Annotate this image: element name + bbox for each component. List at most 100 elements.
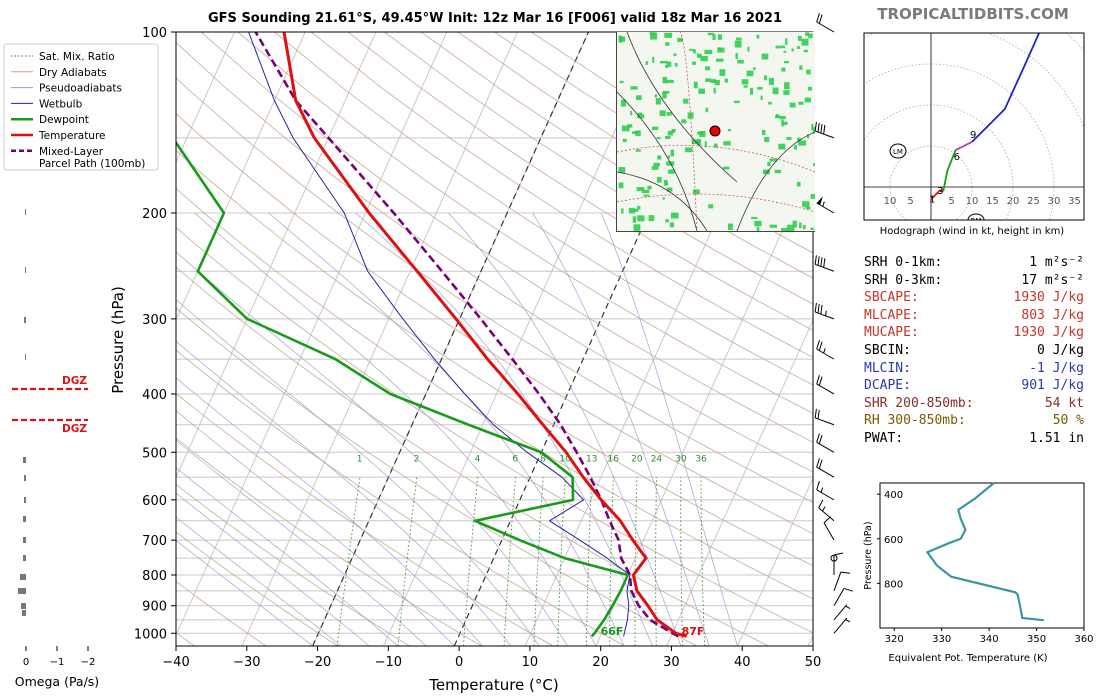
precip-cell bbox=[746, 70, 754, 77]
mixing-ratio-label: 1 bbox=[357, 454, 363, 464]
precip-cell bbox=[802, 225, 806, 230]
y-tick-label: 400 bbox=[142, 388, 167, 403]
precip-cell bbox=[666, 79, 674, 84]
mixing-ratio-label: 30 bbox=[675, 454, 687, 464]
precip-cell bbox=[797, 35, 802, 41]
precip-cell bbox=[656, 176, 662, 183]
precip-cell bbox=[756, 226, 760, 231]
precip-cell bbox=[705, 78, 711, 82]
isotherm bbox=[176, 32, 306, 321]
theta-e-ylabel: Pressure (hPa) bbox=[863, 521, 874, 589]
precip-cell bbox=[785, 38, 788, 45]
param-value: 1930 J/kg bbox=[1013, 290, 1084, 306]
precip-cell bbox=[619, 36, 626, 42]
pseudoadiabat bbox=[194, 212, 597, 646]
precip-cell bbox=[737, 59, 744, 64]
param-label: SBCIN: bbox=[864, 342, 911, 358]
dry-adiabat bbox=[176, 580, 267, 646]
dry-adiabat bbox=[176, 77, 813, 503]
omega-bar bbox=[23, 457, 26, 463]
y-tick-label: 700 bbox=[142, 534, 167, 549]
precip-cell bbox=[635, 95, 642, 100]
wind-barb-feather bbox=[816, 375, 820, 385]
precip-cell bbox=[812, 127, 815, 134]
precip-cell bbox=[621, 125, 630, 132]
wind-barb bbox=[833, 571, 842, 591]
precip-cell bbox=[691, 61, 697, 65]
omega-bar bbox=[23, 555, 26, 561]
precip-cell bbox=[656, 137, 661, 140]
mixing-ratio-line bbox=[680, 477, 684, 646]
precip-cell bbox=[797, 181, 801, 187]
map-isobar bbox=[617, 193, 815, 213]
pseudoadiabat bbox=[176, 439, 427, 646]
param-row: MUCAPE: 1930 J/kg bbox=[864, 324, 1084, 342]
surface-temperature-label: 87F bbox=[682, 625, 705, 638]
param-label: RH 300-850mb: bbox=[864, 413, 966, 429]
mixing-ratio-label: 10 bbox=[559, 454, 571, 464]
precip-cell bbox=[769, 158, 778, 162]
precip-cell bbox=[620, 99, 627, 107]
precip-cell bbox=[666, 61, 672, 67]
omega-bar bbox=[25, 354, 26, 360]
precip-cell bbox=[648, 215, 655, 222]
precip-cell bbox=[657, 155, 662, 160]
precip-cell bbox=[619, 80, 624, 84]
param-row: SBCIN: 0 J/kg bbox=[864, 342, 1084, 360]
y-tick-label: 200 bbox=[142, 207, 167, 222]
omega-tick-label: −1 bbox=[50, 657, 65, 668]
precip-cell bbox=[751, 216, 758, 220]
theta-e-xtick-label: 320 bbox=[885, 634, 904, 645]
pseudoadiabat bbox=[532, 212, 710, 646]
wind-barb-feather bbox=[823, 124, 826, 135]
param-label: SHR 200-850mb: bbox=[864, 395, 974, 411]
y-axis-label: Pressure (hPa) bbox=[109, 286, 127, 394]
precip-cell bbox=[647, 185, 652, 190]
precip-cell bbox=[741, 79, 749, 85]
wind-barb-feather bbox=[814, 408, 817, 418]
precip-cell bbox=[791, 48, 794, 52]
mixing-ratio-line bbox=[634, 477, 638, 646]
omega-tick-label: −2 bbox=[81, 657, 96, 668]
wind-barb bbox=[823, 522, 835, 541]
precip-cell bbox=[666, 161, 675, 166]
hodo-tick-label: 5 bbox=[907, 196, 913, 207]
wind-barb bbox=[816, 441, 835, 453]
dry-adiabat bbox=[176, 187, 813, 600]
precip-cell bbox=[632, 131, 639, 135]
omega-tick-label: 0 bbox=[23, 657, 29, 668]
precip-cell bbox=[704, 141, 707, 148]
dry-adiabat bbox=[176, 483, 410, 646]
mixing-ratio-label: 8 bbox=[540, 454, 546, 464]
param-row: MLCIN: -1 J/kg bbox=[864, 360, 1084, 378]
precip-cell bbox=[761, 53, 769, 60]
precip-cell bbox=[760, 95, 763, 101]
hodo-rm-label: RM bbox=[971, 217, 982, 225]
wind-barb bbox=[818, 507, 835, 522]
wind-barb-feather bbox=[820, 123, 823, 134]
x-tick-label: −10 bbox=[375, 655, 402, 670]
hodo-height-label: 6 bbox=[954, 152, 960, 163]
precip-cell bbox=[705, 107, 709, 113]
param-value: 1 m²s⁻² bbox=[1029, 255, 1084, 270]
wind-barb-feather bbox=[843, 587, 853, 592]
precip-cell bbox=[635, 130, 641, 136]
wind-barb-feather bbox=[816, 433, 820, 443]
omega-bar bbox=[23, 537, 26, 543]
hodo-height-label: 3 bbox=[937, 186, 943, 197]
wind-barb-feather bbox=[818, 14, 823, 24]
precip-cell bbox=[665, 135, 671, 139]
pseudoadiabat bbox=[176, 492, 370, 646]
dry-adiabat bbox=[237, 32, 813, 414]
map-border bbox=[617, 171, 708, 231]
precip-cell bbox=[723, 141, 731, 146]
dry-adiabat bbox=[176, 531, 339, 646]
hodo-tick-label: 25 bbox=[1027, 196, 1040, 207]
x-tick-label: 0 bbox=[455, 655, 463, 670]
precip-cell bbox=[772, 87, 779, 95]
precip-cell bbox=[724, 78, 729, 83]
pseudoadiabat bbox=[176, 340, 512, 646]
wind-barb-half bbox=[845, 619, 851, 623]
mixing-ratio-line bbox=[336, 477, 361, 646]
precip-cell bbox=[802, 201, 810, 208]
